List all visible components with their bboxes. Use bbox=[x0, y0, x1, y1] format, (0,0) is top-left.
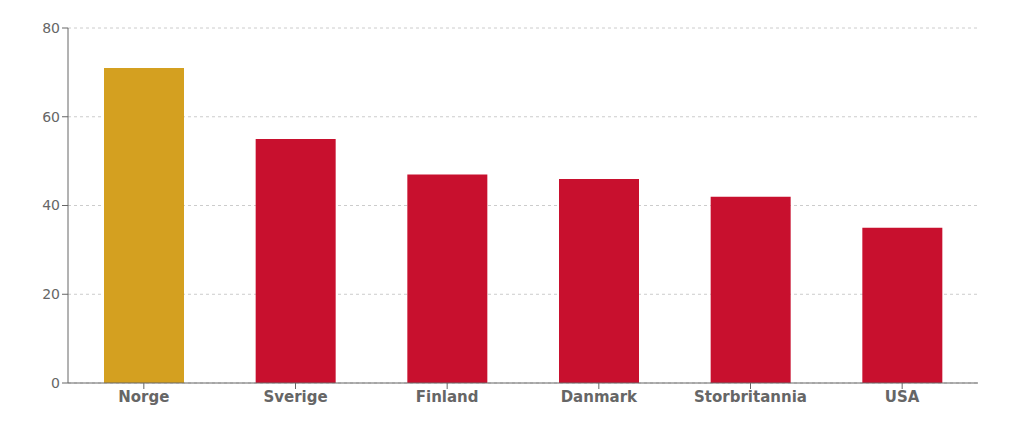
svg-text:Norge: Norge bbox=[118, 388, 169, 406]
svg-text:60: 60 bbox=[42, 109, 60, 125]
svg-text:80: 80 bbox=[42, 20, 60, 36]
svg-text:Sverige: Sverige bbox=[263, 388, 327, 406]
svg-text:0: 0 bbox=[51, 375, 60, 391]
svg-text:Danmark: Danmark bbox=[561, 388, 638, 406]
svg-text:20: 20 bbox=[42, 286, 60, 302]
svg-text:40: 40 bbox=[42, 197, 60, 213]
svg-text:Finland: Finland bbox=[416, 388, 479, 406]
svg-text:Storbritannia: Storbritannia bbox=[694, 388, 807, 406]
svg-text:USA: USA bbox=[885, 388, 920, 406]
